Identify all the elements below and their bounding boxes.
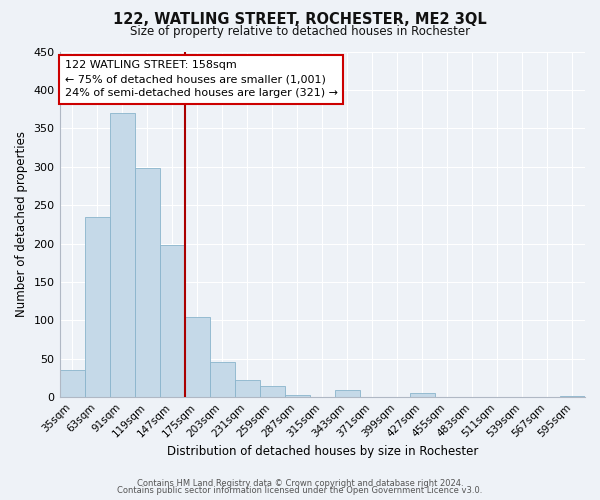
Bar: [59, 370, 85, 397]
Bar: [134, 168, 160, 397]
Text: Size of property relative to detached houses in Rochester: Size of property relative to detached ho…: [130, 25, 470, 38]
X-axis label: Distribution of detached houses by size in Rochester: Distribution of detached houses by size …: [167, 444, 478, 458]
Text: Contains HM Land Registry data © Crown copyright and database right 2024.: Contains HM Land Registry data © Crown c…: [137, 478, 463, 488]
Bar: [285, 395, 310, 397]
Bar: [260, 386, 285, 397]
Bar: [160, 245, 185, 397]
Bar: [560, 396, 585, 397]
Bar: [235, 380, 260, 397]
Y-axis label: Number of detached properties: Number of detached properties: [15, 132, 28, 318]
Text: 122, WATLING STREET, ROCHESTER, ME2 3QL: 122, WATLING STREET, ROCHESTER, ME2 3QL: [113, 12, 487, 28]
Bar: [185, 316, 209, 397]
Bar: [110, 113, 134, 397]
Bar: [85, 216, 110, 397]
Text: Contains public sector information licensed under the Open Government Licence v3: Contains public sector information licen…: [118, 486, 482, 495]
Bar: [410, 394, 435, 397]
Bar: [335, 390, 360, 397]
Text: 122 WATLING STREET: 158sqm
← 75% of detached houses are smaller (1,001)
24% of s: 122 WATLING STREET: 158sqm ← 75% of deta…: [65, 60, 338, 98]
Bar: [209, 362, 235, 397]
